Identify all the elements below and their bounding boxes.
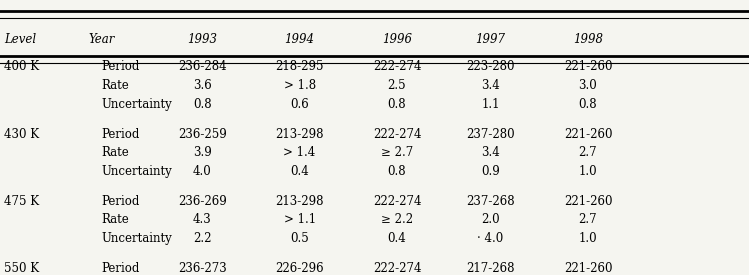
Text: 222-274: 222-274 (373, 195, 421, 208)
Text: 0.8: 0.8 (193, 98, 211, 111)
Text: 236-273: 236-273 (178, 262, 227, 275)
Text: 3.4: 3.4 (481, 146, 500, 159)
Text: 400 K: 400 K (4, 60, 39, 73)
Text: 0.5: 0.5 (290, 232, 309, 245)
Text: · 4.0: · 4.0 (477, 232, 504, 245)
Text: 2.7: 2.7 (579, 213, 597, 226)
Text: 236-269: 236-269 (178, 195, 227, 208)
Text: 221-260: 221-260 (564, 262, 612, 275)
Text: 222-274: 222-274 (373, 60, 421, 73)
Text: 1993: 1993 (187, 33, 217, 46)
Text: 0.8: 0.8 (388, 98, 406, 111)
Text: 223-280: 223-280 (467, 60, 515, 73)
Text: 1994: 1994 (285, 33, 315, 46)
Text: 236-284: 236-284 (178, 60, 226, 73)
Text: 213-298: 213-298 (276, 195, 324, 208)
Text: 2.7: 2.7 (579, 146, 597, 159)
Text: Uncertainty: Uncertainty (101, 232, 172, 245)
Text: 0.6: 0.6 (290, 98, 309, 111)
Text: 1.0: 1.0 (579, 232, 597, 245)
Text: Rate: Rate (101, 79, 129, 92)
Text: Rate: Rate (101, 213, 129, 226)
Text: 430 K: 430 K (4, 128, 39, 141)
Text: 0.4: 0.4 (290, 165, 309, 178)
Text: Level: Level (4, 33, 36, 46)
Text: 0.8: 0.8 (388, 165, 406, 178)
Text: 222-274: 222-274 (373, 128, 421, 141)
Text: 226-296: 226-296 (276, 262, 324, 275)
Text: 218-295: 218-295 (276, 60, 324, 73)
Text: 1997: 1997 (476, 33, 506, 46)
Text: Period: Period (101, 128, 139, 141)
Text: 222-274: 222-274 (373, 262, 421, 275)
Text: 4.0: 4.0 (192, 165, 212, 178)
Text: 3.0: 3.0 (578, 79, 598, 92)
Text: 213-298: 213-298 (276, 128, 324, 141)
Text: 1998: 1998 (573, 33, 603, 46)
Text: Uncertainty: Uncertainty (101, 165, 172, 178)
Text: Period: Period (101, 262, 139, 275)
Text: 0.8: 0.8 (579, 98, 597, 111)
Text: Period: Period (101, 195, 139, 208)
Text: 3.6: 3.6 (192, 79, 212, 92)
Text: Year: Year (88, 33, 115, 46)
Text: ≥ 2.7: ≥ 2.7 (380, 146, 413, 159)
Text: 3.4: 3.4 (481, 79, 500, 92)
Text: 217-268: 217-268 (467, 262, 515, 275)
Text: 2.2: 2.2 (193, 232, 211, 245)
Text: 221-260: 221-260 (564, 195, 612, 208)
Text: 2.5: 2.5 (388, 79, 406, 92)
Text: > 1.1: > 1.1 (284, 213, 315, 226)
Text: 1.1: 1.1 (482, 98, 500, 111)
Text: 1996: 1996 (382, 33, 412, 46)
Text: 3.9: 3.9 (192, 146, 212, 159)
Text: 475 K: 475 K (4, 195, 39, 208)
Text: 0.4: 0.4 (387, 232, 407, 245)
Text: 2.0: 2.0 (482, 213, 500, 226)
Text: 4.3: 4.3 (192, 213, 212, 226)
Text: 221-260: 221-260 (564, 60, 612, 73)
Text: 550 K: 550 K (4, 262, 39, 275)
Text: > 1.8: > 1.8 (284, 79, 315, 92)
Text: 236-259: 236-259 (178, 128, 227, 141)
Text: Period: Period (101, 60, 139, 73)
Text: Rate: Rate (101, 146, 129, 159)
Text: Uncertainty: Uncertainty (101, 98, 172, 111)
Text: > 1.4: > 1.4 (283, 146, 316, 159)
Text: 221-260: 221-260 (564, 128, 612, 141)
Text: 0.9: 0.9 (481, 165, 500, 178)
Text: 237-280: 237-280 (467, 128, 515, 141)
Text: 1.0: 1.0 (579, 165, 597, 178)
Text: ≥ 2.2: ≥ 2.2 (381, 213, 413, 226)
Text: 237-268: 237-268 (467, 195, 515, 208)
